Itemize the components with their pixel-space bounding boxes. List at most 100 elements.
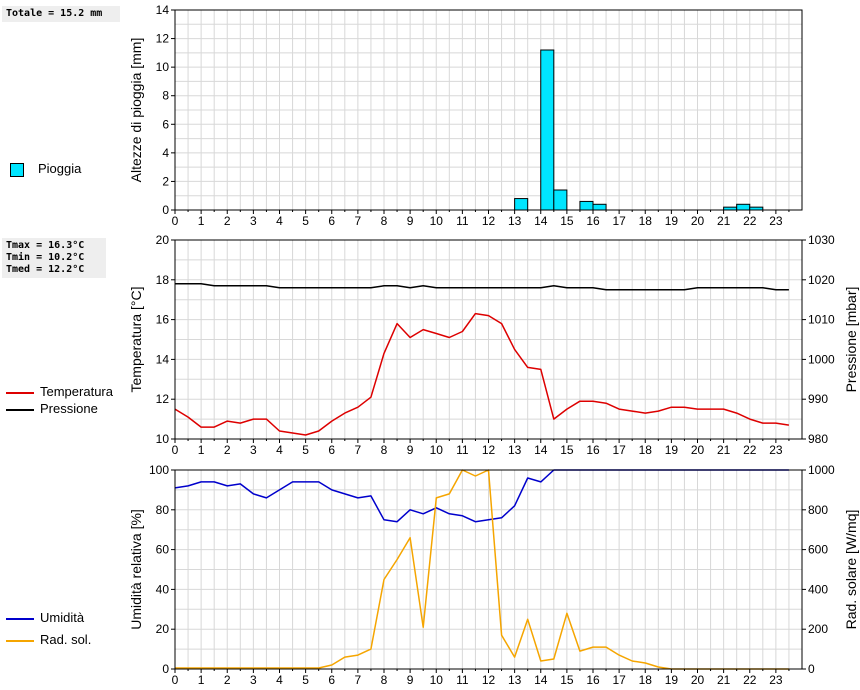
x-tick-label: 23 <box>769 673 783 687</box>
y2-tick-label: 1020 <box>808 273 835 287</box>
rain-bar <box>553 189 568 211</box>
y2-tick-label: 400 <box>808 582 828 596</box>
x-tick-label: 6 <box>328 443 335 457</box>
x-tick-label: 13 <box>508 214 522 228</box>
y2-tick-label: 1000 <box>808 352 835 366</box>
x-tick-label: 3 <box>250 673 257 687</box>
y-tick-label: 10 <box>156 432 170 446</box>
y-tick-label: 0 <box>162 203 169 217</box>
y-tick-label: 60 <box>156 543 170 557</box>
x-tick-label: 15 <box>560 443 574 457</box>
legend-item-temperatura: Temperatura <box>6 383 113 401</box>
pressione-swatch <box>6 408 34 411</box>
x-tick-label: 1 <box>198 214 205 228</box>
x-tick-label: 22 <box>743 214 757 228</box>
x-tick-label: 14 <box>534 214 548 228</box>
legend-label-temperatura: Temperatura <box>40 384 113 399</box>
rain-total-stat: Totale = 15.2 mm <box>2 6 120 22</box>
y2-tick-label: 990 <box>808 392 828 406</box>
y2-axis-label: Pressione [mbar] <box>843 287 859 393</box>
y-axis-label: Altezze di pioggia [mm] <box>128 38 144 183</box>
legend-item-umidita: Umidità <box>6 609 84 627</box>
x-tick-label: 11 <box>456 673 469 687</box>
y-tick-label: 12 <box>156 32 170 46</box>
y-tick-label: 8 <box>162 89 169 103</box>
y-tick-label: 16 <box>156 313 170 327</box>
series-line-temperatura <box>174 312 790 436</box>
x-tick-label: 2 <box>224 214 231 228</box>
x-tick-label: 4 <box>276 214 283 228</box>
x-tick-label: 1 <box>198 443 205 457</box>
x-tick-label: 20 <box>691 443 705 457</box>
x-tick-label: 7 <box>355 214 362 228</box>
x-tick-label: 6 <box>328 214 335 228</box>
x-tick-label: 17 <box>612 673 626 687</box>
umidita-swatch <box>6 617 34 620</box>
x-tick-label: 19 <box>665 673 679 687</box>
series-line-pressione <box>175 283 789 291</box>
y-tick-label: 80 <box>156 503 170 517</box>
x-tick-label: 22 <box>743 673 757 687</box>
y2-tick-label: 1000 <box>808 463 835 477</box>
x-tick-label: 5 <box>302 673 309 687</box>
x-tick-label: 12 <box>482 214 496 228</box>
y-axis-label: Temperatura [°C] <box>128 287 144 393</box>
x-tick-label: 19 <box>665 443 679 457</box>
tmin-stat: Tmin = 10.2°C <box>6 252 85 263</box>
x-tick-label: 14 <box>534 443 548 457</box>
y-tick-label: 10 <box>156 60 170 74</box>
x-tick-label: 1 <box>198 673 205 687</box>
legend-item-pressione: Pressione <box>6 400 98 418</box>
x-tick-label: 12 <box>482 443 496 457</box>
x-tick-label: 0 <box>172 214 179 228</box>
x-tick-label: 21 <box>717 673 731 687</box>
x-tick-label: 16 <box>586 443 600 457</box>
x-tick-label: 14 <box>534 673 548 687</box>
y2-tick-label: 980 <box>808 432 828 446</box>
x-tick-label: 8 <box>381 214 388 228</box>
x-tick-label: 17 <box>612 214 626 228</box>
y2-tick-label: 1030 <box>808 233 835 247</box>
rain-bar <box>592 203 607 211</box>
x-tick-label: 5 <box>302 214 309 228</box>
x-tick-label: 8 <box>381 443 388 457</box>
x-tick-label: 18 <box>639 673 653 687</box>
y-tick-label: 14 <box>156 3 170 17</box>
x-tick-label: 20 <box>691 673 705 687</box>
series-line-umidit <box>174 469 789 523</box>
x-tick-label: 13 <box>508 673 522 687</box>
y-tick-label: 2 <box>162 174 169 188</box>
x-tick-label: 3 <box>250 443 257 457</box>
x-tick-label: 0 <box>172 443 179 457</box>
x-tick-label: 8 <box>381 673 388 687</box>
x-tick-label: 23 <box>769 214 783 228</box>
x-tick-label: 21 <box>717 214 731 228</box>
rain-bar <box>736 203 751 211</box>
x-tick-label: 18 <box>639 214 653 228</box>
pioggia-swatch <box>10 162 24 177</box>
y2-tick-label: 1010 <box>808 313 835 327</box>
y2-tick-label: 600 <box>808 543 828 557</box>
y2-tick-label: 800 <box>808 503 828 517</box>
x-tick-label: 4 <box>276 443 283 457</box>
x-tick-label: 10 <box>430 443 444 457</box>
x-tick-label: 15 <box>560 673 574 687</box>
y2-tick-label: 0 <box>808 662 815 676</box>
y-tick-label: 100 <box>149 463 169 477</box>
y-tick-label: 20 <box>156 233 170 247</box>
legend-label-pressione: Pressione <box>40 401 98 416</box>
x-tick-label: 9 <box>407 443 414 457</box>
x-tick-label: 23 <box>769 443 783 457</box>
x-tick-label: 9 <box>407 673 414 687</box>
x-tick-label: 12 <box>482 673 496 687</box>
x-tick-label: 16 <box>586 214 600 228</box>
x-tick-label: 20 <box>691 214 705 228</box>
y2-tick-label: 200 <box>808 622 828 636</box>
x-tick-label: 6 <box>328 673 335 687</box>
radsol-swatch <box>6 639 34 642</box>
rain-bar <box>514 198 529 211</box>
temperature-stats: Tmax = 16.3°C Tmin = 10.2°C Tmed = 12.2°… <box>2 238 106 278</box>
x-tick-label: 22 <box>743 443 757 457</box>
y-tick-label: 40 <box>156 582 170 596</box>
